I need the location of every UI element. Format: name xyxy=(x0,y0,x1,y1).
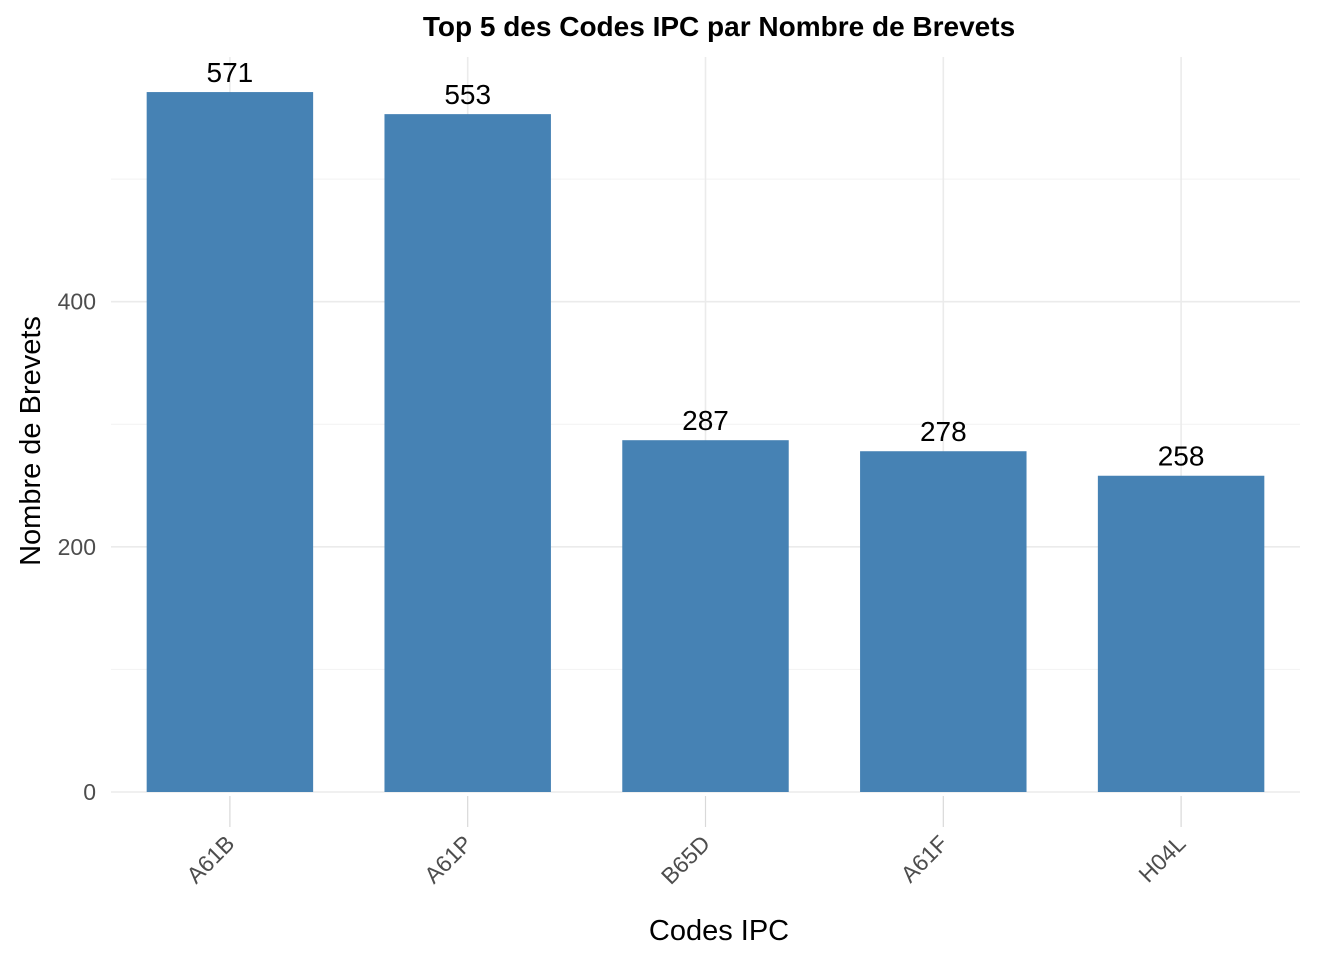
y-axis-ticks: 0 200 400 xyxy=(58,289,96,805)
x-tick-label: A61B xyxy=(181,830,239,888)
bar-a61b xyxy=(146,92,314,793)
x-tick-label: H04L xyxy=(1133,830,1190,887)
bar-value-label: 287 xyxy=(682,405,729,436)
chart-title: Top 5 des Codes IPC par Nombre de Brevet… xyxy=(423,11,1015,42)
y-axis-title: Nombre de Brevets xyxy=(15,316,47,566)
bar-value-label: 553 xyxy=(444,79,491,110)
bar-h04l xyxy=(1097,475,1265,792)
x-axis-ticks: A61B A61P B65D A61F H04L xyxy=(181,796,1191,889)
bar-value-label: 258 xyxy=(1158,441,1205,472)
x-tick-label: A61P xyxy=(419,830,477,888)
x-axis-title: Codes IPC xyxy=(649,915,789,947)
bar-labels: 571 553 287 278 258 xyxy=(207,57,1205,472)
bars xyxy=(146,92,1265,793)
x-tick-label: B65D xyxy=(656,830,715,889)
bar-value-label: 571 xyxy=(207,57,254,88)
y-tick-label: 0 xyxy=(83,779,96,805)
y-tick-label: 200 xyxy=(58,534,96,560)
bar-a61f xyxy=(860,451,1027,792)
bar-a61p xyxy=(384,114,551,793)
bar-b65d xyxy=(622,440,789,792)
y-tick-label: 400 xyxy=(58,289,96,315)
bar-value-label: 278 xyxy=(920,416,967,447)
x-tick-label: A61F xyxy=(896,830,953,887)
